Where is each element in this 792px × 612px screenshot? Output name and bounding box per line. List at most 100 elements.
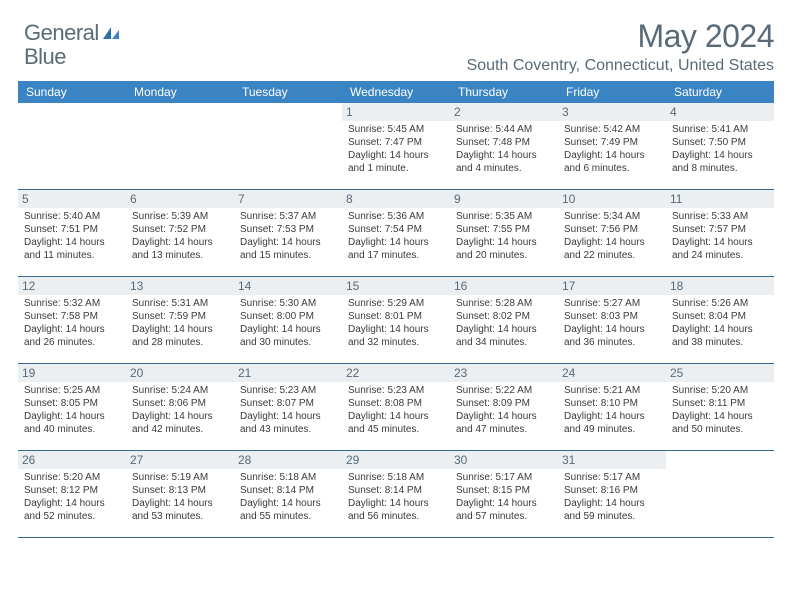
- day-info: Sunrise: 5:37 AMSunset: 7:53 PMDaylight:…: [240, 210, 336, 262]
- daylight-text: Daylight: 14 hours and 11 minutes.: [24, 236, 120, 262]
- day-info: Sunrise: 5:40 AMSunset: 7:51 PMDaylight:…: [24, 210, 120, 262]
- sunrise-text: Sunrise: 5:29 AM: [348, 297, 444, 310]
- calendar-week-row: 1Sunrise: 5:45 AMSunset: 7:47 PMDaylight…: [18, 103, 774, 190]
- calendar-day-cell: 3Sunrise: 5:42 AMSunset: 7:49 PMDaylight…: [558, 103, 666, 189]
- sunrise-text: Sunrise: 5:36 AM: [348, 210, 444, 223]
- daylight-text: Daylight: 14 hours and 17 minutes.: [348, 236, 444, 262]
- day-info: Sunrise: 5:36 AMSunset: 7:54 PMDaylight:…: [348, 210, 444, 262]
- sunrise-text: Sunrise: 5:27 AM: [564, 297, 660, 310]
- daylight-text: Daylight: 14 hours and 56 minutes.: [348, 497, 444, 523]
- logo-text-wrap: General Blue: [24, 22, 121, 69]
- weekday-header-row: Sunday Monday Tuesday Wednesday Thursday…: [18, 81, 774, 103]
- day-number: 11: [666, 190, 774, 208]
- daylight-text: Daylight: 14 hours and 1 minute.: [348, 149, 444, 175]
- day-info: Sunrise: 5:25 AMSunset: 8:05 PMDaylight:…: [24, 384, 120, 436]
- daylight-text: Daylight: 14 hours and 8 minutes.: [672, 149, 768, 175]
- sunset-text: Sunset: 8:11 PM: [672, 397, 768, 410]
- calendar-day-cell: 10Sunrise: 5:34 AMSunset: 7:56 PMDayligh…: [558, 190, 666, 276]
- sunrise-text: Sunrise: 5:32 AM: [24, 297, 120, 310]
- daylight-text: Daylight: 14 hours and 15 minutes.: [240, 236, 336, 262]
- sunset-text: Sunset: 8:14 PM: [348, 484, 444, 497]
- calendar-day-cell: 1Sunrise: 5:45 AMSunset: 7:47 PMDaylight…: [342, 103, 450, 189]
- sunrise-text: Sunrise: 5:44 AM: [456, 123, 552, 136]
- sunrise-text: Sunrise: 5:20 AM: [24, 471, 120, 484]
- day-number: 19: [18, 364, 126, 382]
- day-number: 1: [342, 103, 450, 121]
- calendar-day-cell: 2Sunrise: 5:44 AMSunset: 7:48 PMDaylight…: [450, 103, 558, 189]
- sunrise-text: Sunrise: 5:39 AM: [132, 210, 228, 223]
- daylight-text: Daylight: 14 hours and 42 minutes.: [132, 410, 228, 436]
- sunset-text: Sunset: 7:57 PM: [672, 223, 768, 236]
- sunset-text: Sunset: 7:59 PM: [132, 310, 228, 323]
- sunrise-text: Sunrise: 5:35 AM: [456, 210, 552, 223]
- daylight-text: Daylight: 14 hours and 30 minutes.: [240, 323, 336, 349]
- calendar-day-cell: 19 Sunrise: 5:25 AMSunset: 8:05 PMDayligh…: [18, 364, 126, 450]
- day-number: 25: [666, 364, 774, 382]
- calendar-week-row: 26Sunrise: 5:20 AMSunset: 8:12 PMDayligh…: [18, 451, 774, 538]
- daylight-text: Daylight: 14 hours and 59 minutes.: [564, 497, 660, 523]
- day-number: 27: [126, 451, 234, 469]
- weekday-wednesday: Wednesday: [342, 81, 450, 103]
- day-info: Sunrise: 5:22 AMSunset: 8:09 PMDaylight:…: [456, 384, 552, 436]
- calendar-week-row: 12Sunrise: 5:32 AMSunset: 7:58 PMDayligh…: [18, 277, 774, 364]
- daylight-text: Daylight: 14 hours and 50 minutes.: [672, 410, 768, 436]
- calendar-day-cell: 13 Sunrise: 5:31 AMSunset: 7:59 PMDayligh…: [126, 277, 234, 363]
- calendar-day-cell: 18Sunrise: 5:26 AMSunset: 8:04 PMDayligh…: [666, 277, 774, 363]
- day-number: 5: [18, 190, 126, 208]
- calendar-day-cell: 29Sunrise: 5:18 AMSunset: 8:14 PMDayligh…: [342, 451, 450, 537]
- day-info: Sunrise: 5:21 AMSunset: 8:10 PMDaylight:…: [564, 384, 660, 436]
- weekday-tuesday: Tuesday: [234, 81, 342, 103]
- calendar-day-cell: [666, 451, 774, 537]
- sunrise-text: Sunrise: 5:22 AM: [456, 384, 552, 397]
- calendar-week-row: 19 Sunrise: 5:25 AMSunset: 8:05 PMDayligh…: [18, 364, 774, 451]
- sunset-text: Sunset: 7:51 PM: [24, 223, 120, 236]
- day-number: 30: [450, 451, 558, 469]
- calendar-day-cell: 24Sunrise: 5:21 AMSunset: 8:10 PMDayligh…: [558, 364, 666, 450]
- month-title: May 2024: [467, 18, 774, 55]
- day-number: 20: [126, 364, 234, 382]
- day-info: Sunrise: 5:23 AMSunset: 8:07 PMDaylight:…: [240, 384, 336, 436]
- day-number: 28: [234, 451, 342, 469]
- calendar-day-cell: 30Sunrise: 5:17 AMSunset: 8:15 PMDayligh…: [450, 451, 558, 537]
- daylight-text: Daylight: 14 hours and 26 minutes.: [24, 323, 120, 349]
- daylight-text: Daylight: 14 hours and 52 minutes.: [24, 497, 120, 523]
- day-number: 9: [450, 190, 558, 208]
- calendar-day-cell: 5 Sunrise: 5:40 AMSunset: 7:51 PMDaylight…: [18, 190, 126, 276]
- day-number: 14: [234, 277, 342, 295]
- calendar-grid: Sunday Monday Tuesday Wednesday Thursday…: [18, 81, 774, 538]
- calendar-week-row: 5 Sunrise: 5:40 AMSunset: 7:51 PMDaylight…: [18, 190, 774, 277]
- day-info: Sunrise: 5:23 AMSunset: 8:08 PMDaylight:…: [348, 384, 444, 436]
- sunrise-text: Sunrise: 5:33 AM: [672, 210, 768, 223]
- calendar-day-cell: 22Sunrise: 5:23 AMSunset: 8:08 PMDayligh…: [342, 364, 450, 450]
- sunset-text: Sunset: 7:47 PM: [348, 136, 444, 149]
- sunrise-text: Sunrise: 5:37 AM: [240, 210, 336, 223]
- daylight-text: Daylight: 14 hours and 55 minutes.: [240, 497, 336, 523]
- calendar-day-cell: [126, 103, 234, 189]
- daylight-text: Daylight: 14 hours and 43 minutes.: [240, 410, 336, 436]
- daylight-text: Daylight: 14 hours and 36 minutes.: [564, 323, 660, 349]
- daylight-text: Daylight: 14 hours and 4 minutes.: [456, 149, 552, 175]
- sunset-text: Sunset: 7:50 PM: [672, 136, 768, 149]
- day-number: 23: [450, 364, 558, 382]
- sunset-text: Sunset: 7:56 PM: [564, 223, 660, 236]
- calendar-day-cell: 16Sunrise: 5:28 AMSunset: 8:02 PMDayligh…: [450, 277, 558, 363]
- sunset-text: Sunset: 8:04 PM: [672, 310, 768, 323]
- daylight-text: Daylight: 14 hours and 24 minutes.: [672, 236, 768, 262]
- weekday-thursday: Thursday: [450, 81, 558, 103]
- sunrise-text: Sunrise: 5:30 AM: [240, 297, 336, 310]
- calendar-day-cell: [18, 103, 126, 189]
- calendar-day-cell: 17Sunrise: 5:27 AMSunset: 8:03 PMDayligh…: [558, 277, 666, 363]
- sail-icon: [101, 25, 121, 46]
- sunset-text: Sunset: 7:49 PM: [564, 136, 660, 149]
- day-info: Sunrise: 5:34 AMSunset: 7:56 PMDaylight:…: [564, 210, 660, 262]
- sunset-text: Sunset: 7:52 PM: [132, 223, 228, 236]
- day-info: Sunrise: 5:31 AMSunset: 7:59 PMDaylight:…: [132, 297, 228, 349]
- day-info: Sunrise: 5:44 AMSunset: 7:48 PMDaylight:…: [456, 123, 552, 175]
- weekday-monday: Monday: [126, 81, 234, 103]
- sunrise-text: Sunrise: 5:25 AM: [24, 384, 120, 397]
- day-number: 15: [342, 277, 450, 295]
- day-number: 13: [126, 277, 234, 295]
- calendar-day-cell: 23 Sunrise: 5:22 AMSunset: 8:09 PMDayligh…: [450, 364, 558, 450]
- sunset-text: Sunset: 8:02 PM: [456, 310, 552, 323]
- weekday-friday: Friday: [558, 81, 666, 103]
